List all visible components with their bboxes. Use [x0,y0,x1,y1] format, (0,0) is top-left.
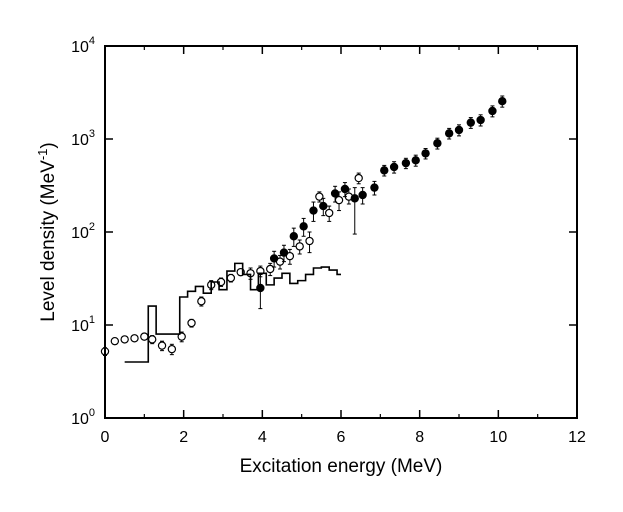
filled-data-point [279,248,289,257]
y-tick-exponent: 4 [89,35,95,47]
open-data-point [177,332,186,341]
x-tick-label: 10 [489,429,507,446]
y-tick-label: 103 [71,128,95,149]
filled-data-point [269,254,279,263]
open-data-point [295,242,304,251]
open-data-point [315,192,324,201]
x-axis-label: Excitation energy (MeV) [240,456,443,477]
open-data-point [157,341,167,350]
open-data-point [147,335,157,344]
x-tick-label: 6 [337,429,346,446]
y-tick-label: 100 [71,407,95,428]
filled-data-point [411,156,420,165]
open-data-point [130,334,139,343]
open-data-point [120,335,129,344]
filled-data-point [421,149,430,158]
x-tick-label: 12 [568,429,586,446]
filled-data-point [433,139,442,148]
y-tick-base: 10 [71,39,89,56]
y-axis-label-end: ) [38,142,59,148]
filled-data-point [488,106,497,116]
x-tick-label: 4 [258,429,267,446]
y-tick-label: 101 [71,314,95,335]
y-tick-base: 10 [71,225,89,242]
filled-data-point [330,189,340,198]
x-tick-label: 8 [415,429,424,446]
filled-data-point [466,118,475,127]
y-tick-label: 104 [71,35,95,56]
filled-data-point [389,162,399,172]
y-axis-label-superscript: -1 [35,149,50,161]
filled-data-point [350,194,359,203]
y-tick-base: 10 [71,132,89,149]
x-tick-label: 2 [179,429,188,446]
open-data-point [110,336,120,346]
open-data-point [167,344,177,354]
open-data-point [226,273,236,283]
open-data-point [197,297,206,306]
open-data-point [140,332,149,341]
open-data-point [187,318,196,328]
open-data-point [305,236,314,246]
filled-data-point [340,184,350,194]
filled-data-point [444,129,454,138]
filled-data-point [319,201,328,211]
open-data-point [334,195,344,205]
filled-data-point [401,158,411,168]
y-axis-label: Level density (MeV-1) [35,142,59,321]
open-data-point [285,251,295,261]
y-tick-exponent: 1 [89,314,95,326]
y-tick-base: 10 [71,318,89,335]
x-tick-label: 0 [101,429,110,446]
filled-data-point [309,206,318,215]
filled-data-point [498,96,507,106]
step-histogram-line [124,262,341,363]
filled-data-point [380,166,389,175]
y-axis-label-main: Level density (MeV [38,160,59,322]
plot-area [100,95,507,363]
open-data-point [354,173,363,183]
y-tick-exponent: 3 [89,128,95,140]
filled-data-point [454,125,464,135]
y-tick-exponent: 2 [89,221,95,233]
filled-data-point [299,222,308,231]
y-tick-base: 10 [71,411,89,428]
y-tick-label: 102 [71,221,95,242]
y-tick-exponent: 0 [89,407,95,419]
open-data-point [325,208,334,218]
filled-data-point [370,183,379,192]
filled-data-point [476,115,485,125]
filled-data-point [358,190,367,200]
filled-data-point [289,232,298,241]
open-data-point [266,264,275,274]
